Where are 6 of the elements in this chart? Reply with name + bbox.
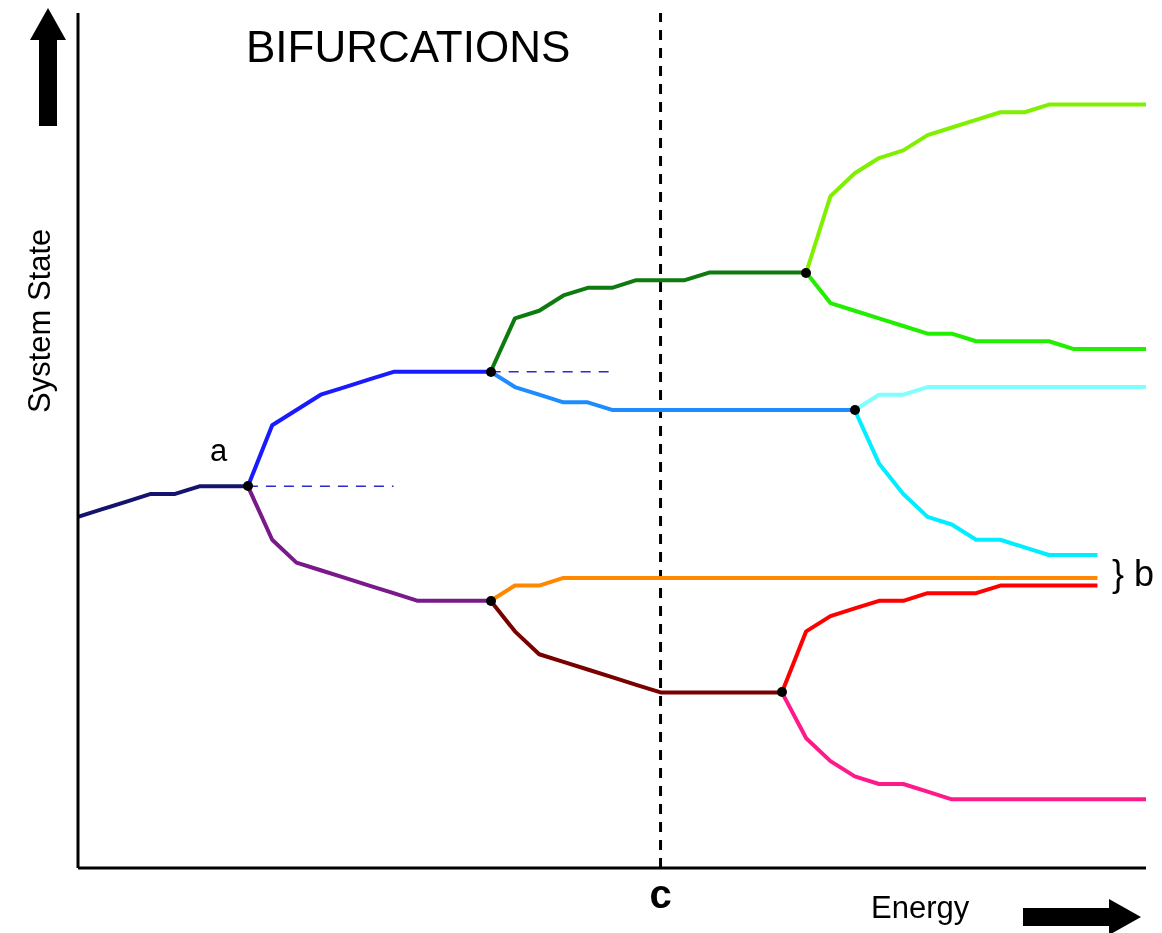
annotation: } b [1112,553,1155,595]
chart-title: BIFURCATIONS [246,22,571,72]
y-axis-title: System State [22,228,58,413]
text: c [649,872,672,917]
x-axis-title: Energy [871,890,970,926]
annotation: a [210,433,228,469]
